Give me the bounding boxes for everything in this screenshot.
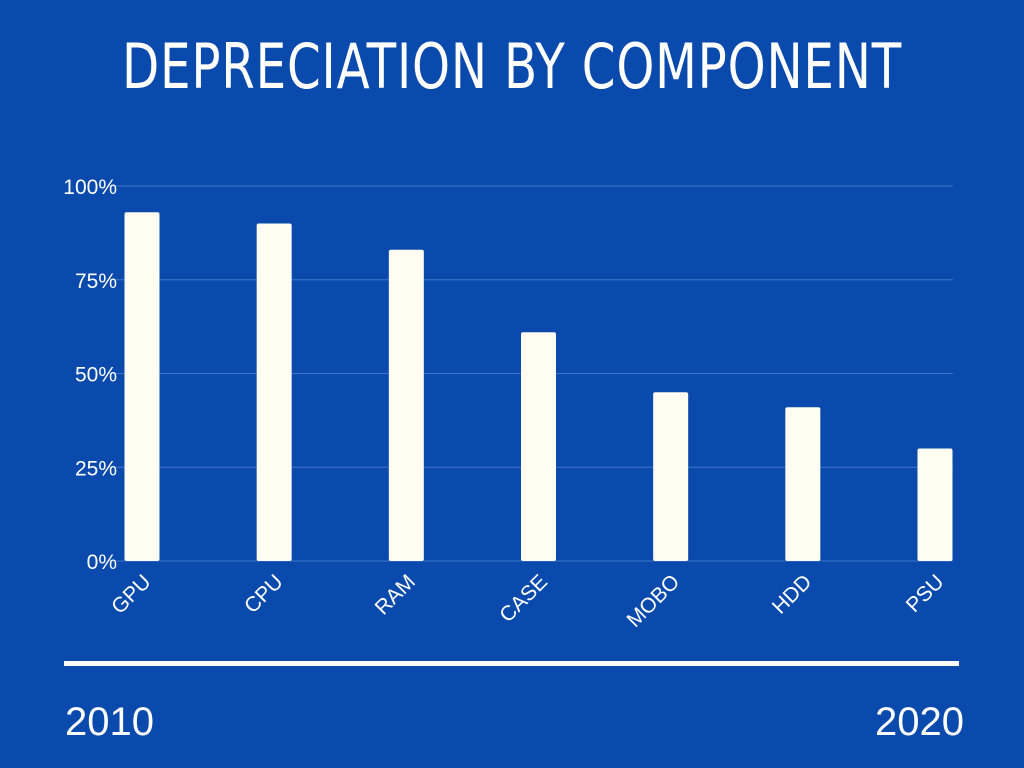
y-tick-label: 100% xyxy=(63,176,117,199)
chart-title: DEPRECIATION BY COMPONENT xyxy=(121,30,903,103)
bar-mobo xyxy=(653,392,689,561)
y-tick-label: 0% xyxy=(87,551,117,574)
bars xyxy=(124,212,953,561)
bar-hdd xyxy=(785,407,821,561)
y-axis-ticks: 0% 25% 50% 75% 100% xyxy=(63,176,117,574)
x-axis-ticks: GPU CPU RAM CASE MOBO HDD PSU xyxy=(107,570,948,632)
y-tick-label: 75% xyxy=(75,270,117,293)
x-tick-label-cpu: CPU xyxy=(240,570,288,618)
y-tick-label: 50% xyxy=(75,364,117,387)
bar-case xyxy=(521,332,556,561)
x-tick-label-hdd: HDD xyxy=(768,570,816,618)
bar-gpu xyxy=(124,212,160,561)
x-tick-label-mobo: MOBO xyxy=(623,570,685,632)
bar-psu xyxy=(917,448,953,561)
bar-cpu xyxy=(256,223,292,561)
x-tick-label-psu: PSU xyxy=(902,570,949,617)
x-tick-label-case: CASE xyxy=(495,570,552,627)
timeline-end-year: 2020 xyxy=(875,700,964,744)
timeline-line xyxy=(64,661,959,666)
x-tick-label-ram: RAM xyxy=(371,570,420,619)
y-tick-label: 25% xyxy=(75,457,117,480)
timeline-start-year: 2010 xyxy=(65,700,154,744)
bar-ram xyxy=(388,249,424,561)
x-tick-label-gpu: GPU xyxy=(107,570,155,618)
